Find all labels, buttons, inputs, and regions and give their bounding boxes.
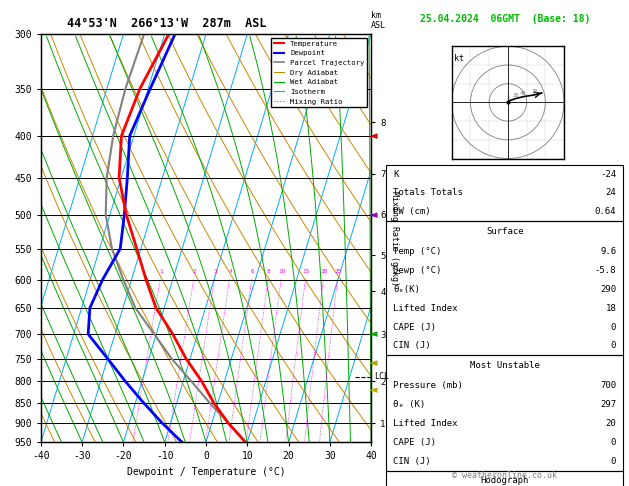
Text: Hodograph: Hodograph: [481, 476, 529, 486]
Text: ◄: ◄: [369, 131, 377, 141]
Text: 290: 290: [600, 285, 616, 294]
Text: 0: 0: [611, 457, 616, 466]
Text: ◄: ◄: [369, 358, 377, 368]
Y-axis label: Mixing Ratio (g/kg): Mixing Ratio (g/kg): [391, 191, 399, 286]
Text: Totals Totals: Totals Totals: [393, 189, 463, 197]
Text: 20: 20: [606, 419, 616, 428]
Bar: [386, 470, 623, 486]
Text: Lifted Index: Lifted Index: [393, 419, 458, 428]
Text: 70: 70: [532, 89, 538, 94]
Text: 24: 24: [606, 189, 616, 197]
Text: 700: 700: [600, 381, 616, 390]
Text: 15: 15: [303, 269, 310, 274]
Text: 20: 20: [320, 269, 328, 274]
Text: 10: 10: [278, 269, 286, 274]
Text: PW (cm): PW (cm): [393, 208, 431, 216]
Text: 297: 297: [600, 400, 616, 409]
Text: 25: 25: [335, 269, 342, 274]
Text: 1: 1: [159, 269, 163, 274]
Text: 0: 0: [611, 438, 616, 447]
Text: CIN (J): CIN (J): [393, 457, 431, 466]
Text: 20: 20: [513, 93, 519, 98]
X-axis label: Dewpoint / Temperature (°C): Dewpoint / Temperature (°C): [126, 467, 286, 477]
Bar: [386, 355, 623, 470]
Bar: [386, 165, 623, 221]
Text: 2: 2: [192, 269, 196, 274]
Text: CAPE (J): CAPE (J): [393, 438, 437, 447]
Text: Most Unstable: Most Unstable: [470, 361, 540, 370]
Text: Pressure (mb): Pressure (mb): [393, 381, 463, 390]
Text: 18: 18: [606, 304, 616, 312]
Text: 0: 0: [611, 323, 616, 331]
Text: Dewp (°C): Dewp (°C): [393, 266, 442, 275]
Text: θₑ (K): θₑ (K): [393, 400, 426, 409]
Text: 5: 5: [507, 95, 510, 100]
Legend: Temperature, Dewpoint, Parcel Trajectory, Dry Adiabat, Wet Adiabat, Isotherm, Mi: Temperature, Dewpoint, Parcel Trajectory…: [270, 37, 367, 107]
Text: 6: 6: [251, 269, 255, 274]
Text: -24: -24: [600, 170, 616, 178]
Text: kt: kt: [454, 54, 464, 63]
Text: 3: 3: [213, 269, 217, 274]
Text: CAPE (J): CAPE (J): [393, 323, 437, 331]
Text: 9.6: 9.6: [600, 247, 616, 256]
Text: © weatheronline.co.uk: © weatheronline.co.uk: [452, 471, 557, 480]
Text: ◄: ◄: [369, 210, 377, 220]
Text: Surface: Surface: [486, 227, 523, 236]
Text: Temp (°C): Temp (°C): [393, 247, 442, 256]
Text: 40: 40: [520, 91, 526, 96]
Text: θₑ(K): θₑ(K): [393, 285, 420, 294]
Text: -5.8: -5.8: [594, 266, 616, 275]
Text: 0.64: 0.64: [594, 208, 616, 216]
Text: 25.04.2024  06GMT  (Base: 18): 25.04.2024 06GMT (Base: 18): [420, 14, 590, 24]
Text: 0: 0: [611, 342, 616, 350]
Text: K: K: [393, 170, 399, 178]
Text: Lifted Index: Lifted Index: [393, 304, 458, 312]
Text: 44°53'N  266°13'W  287m  ASL: 44°53'N 266°13'W 287m ASL: [67, 17, 267, 30]
Text: ◄: ◄: [369, 385, 377, 395]
Bar: [386, 221, 623, 355]
Text: LCL: LCL: [374, 372, 389, 382]
Text: 4: 4: [228, 269, 232, 274]
Text: CIN (J): CIN (J): [393, 342, 431, 350]
Text: 8: 8: [267, 269, 270, 274]
Text: ◄: ◄: [369, 329, 377, 339]
Text: km
ASL: km ASL: [371, 11, 386, 30]
